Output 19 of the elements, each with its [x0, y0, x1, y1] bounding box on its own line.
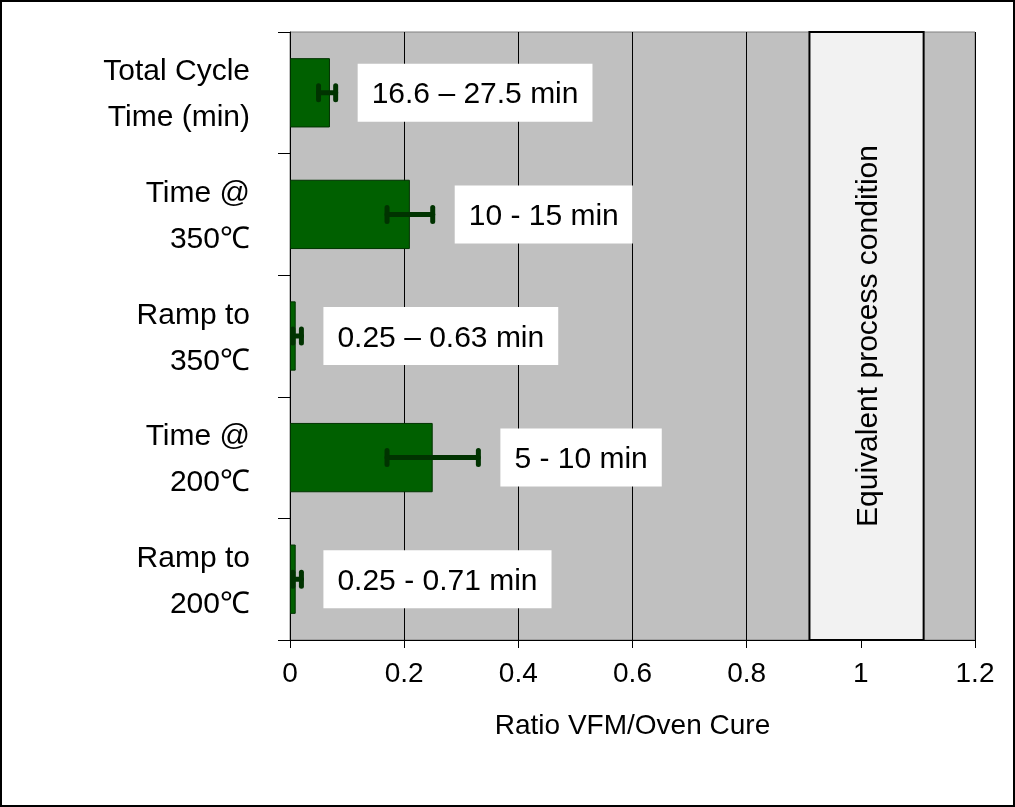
x-tick-label: 0.2 [384, 656, 424, 688]
x-axis-title: Ratio VFM/Oven Cure [494, 708, 771, 740]
y-tick-label: Time @ 350℃ [145, 174, 250, 254]
y-tick-label: Ramp to 350℃ [136, 296, 250, 376]
x-tick-label: 0 [282, 656, 298, 688]
x-tick-label: 0.4 [498, 656, 538, 688]
annotation: 5 - 10 min [514, 441, 648, 475]
x-tick-label: 0.6 [613, 656, 652, 688]
annotation: 0.25 – 0.63 min [337, 319, 545, 353]
y-tick-label: Time @ 200℃ [145, 418, 250, 498]
x-tick-label: 1.2 [955, 656, 995, 688]
band-label: Equivalent process condition [850, 145, 884, 527]
annotation: 16.6 – 27.5 min [371, 76, 579, 110]
y-tick-label: Total Cycle Time (min) [103, 53, 250, 133]
x-tick-label: 0.8 [727, 656, 767, 688]
annotation: 10 - 15 min [468, 197, 619, 231]
annotation: 0.25 - 0.71 min [337, 562, 538, 596]
y-tick-label: Ramp to 200℃ [136, 539, 250, 619]
x-tick-label: 1 [853, 656, 869, 688]
